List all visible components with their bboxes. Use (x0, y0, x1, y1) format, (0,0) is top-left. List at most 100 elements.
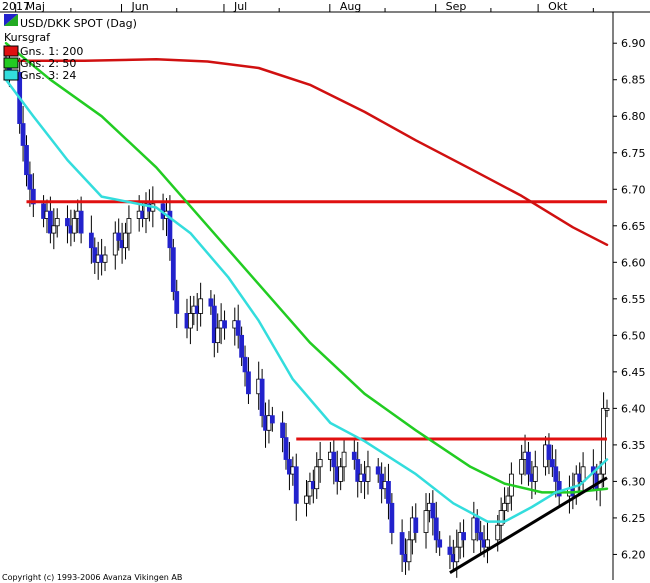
candle-body (304, 495, 309, 504)
candle-body (389, 502, 395, 533)
candle-body (71, 218, 77, 234)
legend-swatch (3, 45, 19, 57)
candle-body (222, 320, 227, 329)
candle-body (454, 546, 460, 563)
legend-label: Gns. 3: 24 (20, 69, 76, 82)
candle-body (211, 305, 217, 344)
candle-body (498, 510, 504, 526)
candle-body (413, 517, 419, 533)
candle-body (546, 444, 552, 460)
candle-body (549, 459, 555, 468)
candle-body (375, 466, 381, 475)
x-axis-ticks: Maj Jun Jul Aug Sep Okt (15, 0, 594, 13)
moving-average-line (4, 41, 609, 494)
y-tick-label: 6.65 (621, 220, 646, 233)
candle-body (293, 466, 299, 504)
candle-body (54, 218, 60, 227)
candle-body (519, 459, 525, 475)
candle-body (116, 232, 122, 241)
candle-body (495, 524, 501, 541)
moving-average-line (4, 58, 609, 247)
candle-body (102, 254, 108, 263)
x-tick-label: Jun (131, 0, 149, 13)
y-tick-label: 6.85 (621, 74, 646, 87)
candle-body (399, 532, 405, 555)
candle-body (338, 466, 344, 482)
y-tick-label: 6.90 (621, 37, 646, 50)
candle-body (259, 378, 265, 417)
candle-body (355, 459, 361, 482)
candle-body (406, 539, 412, 563)
candle-body (51, 225, 57, 234)
candle-body (88, 232, 94, 249)
support-trend-line (449, 476, 608, 574)
candle-body (280, 422, 285, 438)
candle-body (553, 466, 559, 482)
candles-layer (3, 49, 610, 578)
x-tick-label: Aug (340, 0, 361, 13)
x-tick-label: Maj (26, 0, 45, 13)
candle-body (386, 481, 391, 504)
candle-body (423, 510, 429, 533)
y-tick-label: 6.35 (621, 439, 646, 452)
chart-subtitle: Kursgraf (4, 31, 51, 44)
candle-body (30, 188, 36, 205)
candle-body (474, 517, 480, 533)
y-tick-label: 6.70 (621, 183, 646, 196)
y-tick-label: 6.20 (621, 548, 646, 561)
candle-body (174, 291, 180, 314)
candle-body (447, 546, 453, 555)
candle-body (239, 334, 245, 358)
candle-body (556, 481, 562, 497)
y-tick-label: 6.30 (621, 475, 646, 488)
legend-swatch (3, 57, 19, 69)
y-tick-label: 6.80 (621, 110, 646, 123)
y-tick-label: 6.50 (621, 329, 646, 342)
candle-body (170, 247, 176, 292)
candle-body (246, 371, 251, 395)
candle-body (505, 495, 511, 504)
x-tick-label: Jul (233, 0, 247, 13)
y-tick-label: 6.25 (621, 512, 646, 525)
candle-body (198, 298, 204, 314)
candle-body (27, 174, 33, 190)
y-axis-ticks: 6.90 6.85 6.80 6.75 6.70 6.65 6.60 6.55 6.50 6.45… (613, 37, 646, 561)
candle-body (485, 539, 490, 548)
overlays-layer (4, 41, 609, 574)
x-tick-label: Sep (446, 0, 467, 13)
candle-body (24, 145, 29, 176)
candle-body (526, 451, 531, 475)
candle-body (317, 459, 323, 468)
candle-body (601, 407, 606, 475)
y-tick-label: 6.75 (621, 147, 646, 160)
candle-body (126, 218, 132, 234)
legend: USD/DKK SPOT (Dag) Kursgraf Gns. 1: 200G… (3, 14, 137, 82)
instrument-title: USD/DKK SPOT (Dag) (20, 17, 137, 30)
candle-body (65, 218, 70, 227)
candle-body (532, 466, 538, 482)
candle-body (351, 451, 357, 460)
candle-body (20, 123, 26, 146)
candle-body (112, 232, 118, 256)
instrument-swatch (4, 14, 18, 26)
candle-body (433, 517, 439, 541)
candle-body (187, 313, 193, 329)
candle-body (502, 502, 507, 512)
candle-body (242, 356, 248, 373)
y-tick-label: 6.55 (621, 293, 646, 306)
candle-body (365, 466, 371, 482)
candle-body (283, 437, 289, 460)
candle-body (269, 415, 275, 424)
y-tick-label: 6.40 (621, 402, 646, 415)
candle-body (341, 451, 347, 468)
moving-average-line (4, 78, 609, 523)
candle-body (215, 327, 221, 344)
candle-body (123, 232, 128, 249)
candle-body (461, 532, 466, 541)
y-tick-label: 6.45 (621, 366, 646, 379)
x-tick-label: Okt (548, 0, 568, 13)
candle-body (437, 539, 443, 548)
candle-body (47, 210, 53, 234)
